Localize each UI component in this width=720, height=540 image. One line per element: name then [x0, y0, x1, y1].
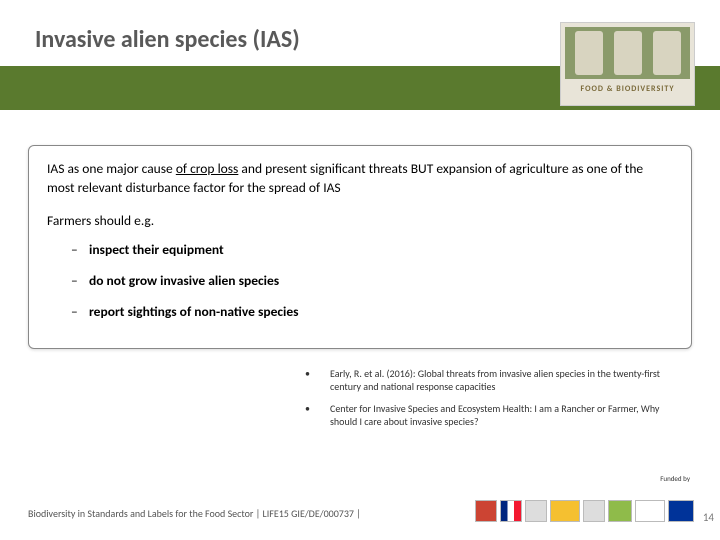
logo-icons — [565, 27, 690, 79]
header: Invasive alien species (IAS) FOOD & BIOD… — [0, 0, 720, 110]
list-item: report sightings of non-native species — [71, 303, 673, 320]
partner-logo-icon — [500, 500, 522, 522]
wheat-icon — [575, 31, 603, 75]
partner-logo-icon — [475, 500, 497, 522]
reference-row: • Center for Invasive Species and Ecosys… — [0, 402, 680, 429]
footer-logos — [475, 500, 694, 522]
butterfly-icon — [614, 31, 642, 75]
partner-logo-icon — [608, 500, 632, 522]
reference-text: Early, R. et al. (2016): Global threats … — [330, 367, 680, 394]
page-number: 14 — [703, 511, 714, 524]
reference-text: Center for Invasive Species and Ecosyste… — [330, 402, 680, 429]
intro-pre: IAS as one major cause — [47, 160, 176, 177]
bullet-list: inspect their equipment do not grow inva… — [71, 241, 673, 320]
partner-logo-icon — [550, 500, 580, 522]
funded-label: Funded by — [660, 474, 690, 483]
references: • Early, R. et al. (2016): Global threat… — [0, 367, 680, 429]
farmers-label: Farmers should e.g. — [47, 212, 673, 229]
content-box: IAS as one major cause of crop loss and … — [28, 145, 692, 349]
logo-text: FOOD & BIODIVERSITY — [565, 84, 690, 94]
partner-logo-icon — [583, 500, 605, 522]
intro-text: IAS as one major cause of crop loss and … — [47, 160, 673, 198]
brand-logo: FOOD & BIODIVERSITY — [560, 22, 695, 106]
bullet-icon: • — [0, 367, 330, 394]
footer-text: Biodiversity in Standards and Labels for… — [28, 507, 361, 520]
footer: Biodiversity in Standards and Labels for… — [0, 486, 720, 526]
partner-logo-icon — [525, 500, 547, 522]
list-item: do not grow invasive alien species — [71, 272, 673, 289]
cow-icon — [653, 31, 681, 75]
list-item: inspect their equipment — [71, 241, 673, 258]
reference-row: • Early, R. et al. (2016): Global threat… — [0, 367, 680, 394]
eu-flag-icon — [668, 500, 694, 522]
page-title: Invasive alien species (IAS) — [35, 25, 300, 54]
intro-underlined: of crop loss — [176, 160, 239, 177]
partner-logo-icon — [635, 500, 665, 522]
bullet-icon: • — [0, 402, 330, 429]
